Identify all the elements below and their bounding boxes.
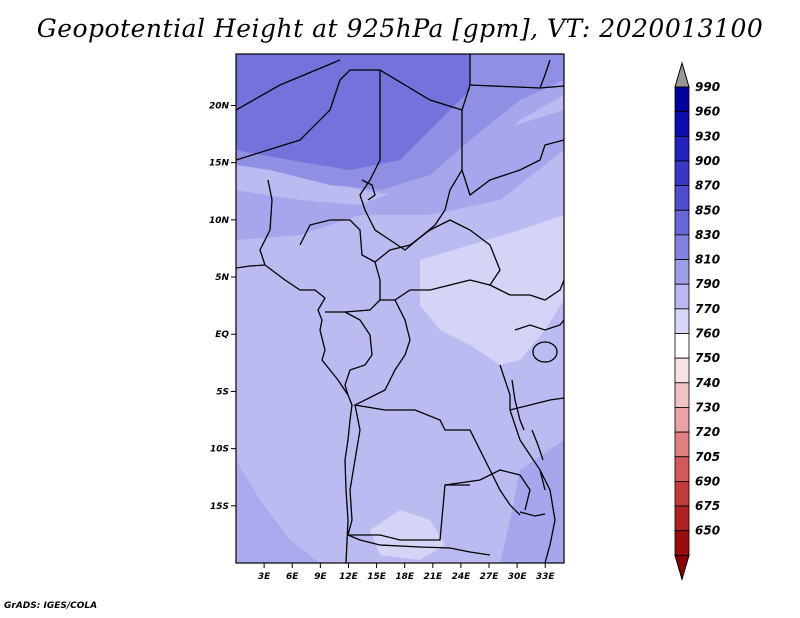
colorbar-level-label: 740 — [695, 376, 720, 390]
colorbar-swatch — [674, 480, 690, 507]
colorbar-swatch — [674, 382, 690, 408]
border-mozambique — [539, 469, 556, 563]
border-sudan — [461, 139, 564, 197]
lake-malawi — [531, 429, 544, 461]
lat-tick-label: 10N — [209, 216, 230, 226]
lon-tick-label: 15E — [367, 572, 387, 582]
colorbar-swatch — [674, 431, 690, 458]
lon-tick-label: 30E — [508, 572, 528, 582]
colorbar-level-label: 770 — [695, 302, 720, 316]
colorbar-swatch — [674, 456, 690, 482]
colorbar-level-label: 690 — [695, 474, 720, 488]
border-south-sudan — [489, 279, 564, 301]
border-car — [374, 219, 501, 301]
border-north-b — [379, 69, 463, 111]
colorbar-level-label: 870 — [695, 179, 720, 193]
lake-tanganyika — [511, 379, 525, 431]
colorbar-level-label: 900 — [695, 154, 720, 168]
colorbar-level-label: 675 — [695, 499, 720, 513]
colorbar-swatch — [674, 333, 690, 359]
border-cameroon — [299, 219, 381, 313]
map-frame — [235, 53, 565, 564]
colorbar-swatch — [674, 407, 690, 433]
border-drc — [352, 299, 521, 516]
coastline-west-africa — [236, 264, 353, 563]
colorbar-level-label: 810 — [695, 253, 720, 267]
longitude-axis: 3E 6E 9E 12E 15E 18E 21E 24E 27E 30E 33E — [258, 563, 556, 582]
boundaries — [236, 54, 564, 563]
border-namibia — [347, 534, 491, 556]
lat-tick-label: 10S — [210, 445, 229, 455]
border-zambia — [444, 469, 531, 511]
border-east-coast — [539, 59, 551, 89]
lat-tick-label: 15N — [209, 159, 230, 169]
lon-tick-label: 24E — [452, 572, 472, 582]
lon-tick-label: 27E — [480, 572, 500, 582]
lon-tick-label: 9E — [314, 572, 327, 582]
colorbar-swatch — [674, 185, 690, 211]
colorbar-swatch — [674, 259, 690, 285]
border-north-a — [236, 59, 341, 111]
contour-fills — [236, 54, 564, 563]
border-nigeria — [259, 179, 273, 266]
colorbar-level-label: 790 — [695, 277, 720, 291]
lake-chad — [361, 179, 376, 201]
colorbar-swatch — [674, 530, 690, 556]
grads-credit: GrADS: IGES/COLA — [4, 601, 98, 611]
lon-tick-label: 21E — [423, 572, 443, 582]
fill-light-region — [236, 110, 564, 240]
lat-tick-label: 15S — [210, 502, 229, 512]
colorbar-level-label: 830 — [695, 228, 720, 242]
colorbar-swatch — [674, 209, 690, 236]
colorbar-level-label: 930 — [695, 129, 720, 143]
lon-tick-label: 33E — [536, 572, 556, 582]
fill-southeast-region — [500, 440, 564, 563]
colorbar-level-label: 990 — [695, 80, 720, 94]
colorbar-level-label: 960 — [695, 105, 720, 119]
border-drc-east — [499, 364, 546, 491]
colorbar-swatch — [674, 111, 690, 137]
lat-tick-label: 20N — [209, 101, 230, 111]
colorbar-level-label: 750 — [695, 351, 720, 365]
colorbar-swatch — [674, 234, 690, 260]
lat-tick-label: EQ — [215, 330, 229, 340]
lat-tick-label: 5S — [216, 387, 229, 397]
border-sahel — [236, 54, 471, 251]
colorbar-swatch — [674, 283, 690, 310]
border-uganda-kenya — [514, 319, 564, 331]
border-congo — [344, 311, 373, 396]
colorbar-level-label: 705 — [695, 450, 720, 464]
lon-tick-label: 3E — [258, 572, 271, 582]
lat-tick-label: 5N — [215, 273, 229, 283]
lon-tick-label: 18E — [395, 572, 415, 582]
chart-title: Geopotential Height at 925hPa [gpm], VT:… — [36, 14, 764, 43]
lake-kariba — [519, 511, 546, 517]
colorbar-level-label: 720 — [695, 425, 720, 439]
colorbar-swatch — [674, 86, 690, 113]
colorbar-level-label: 650 — [695, 524, 720, 538]
colorbar-swatch — [674, 160, 690, 186]
colorbar-swatch — [674, 357, 690, 384]
colorbar-level-label: 730 — [695, 400, 720, 414]
colorbar-swatch — [674, 308, 690, 334]
fill-southwest-ocean — [236, 460, 320, 563]
colorbar: 990 960 930 900 870 850 830 810 790 770 760 750 740 7… — [674, 61, 720, 582]
border-tanzania — [509, 397, 564, 411]
latitude-axis: 20N 15N 10N 5N EQ 5S 10S 15S — [209, 101, 236, 512]
lake-victoria — [532, 341, 558, 363]
fill-lightest-region — [420, 215, 564, 365]
colorbar-swatch — [674, 505, 690, 532]
colorbar-level-label: 850 — [695, 203, 720, 217]
lon-tick-label: 12E — [339, 572, 359, 582]
lon-tick-label: 6E — [286, 572, 299, 582]
colorbar-top-arrow — [674, 61, 690, 88]
colorbar-level-label: 760 — [695, 327, 720, 341]
colorbar-swatch — [674, 135, 690, 162]
fill-sahara-dark-region — [236, 54, 470, 170]
colorbar-bottom-arrow — [674, 554, 690, 582]
